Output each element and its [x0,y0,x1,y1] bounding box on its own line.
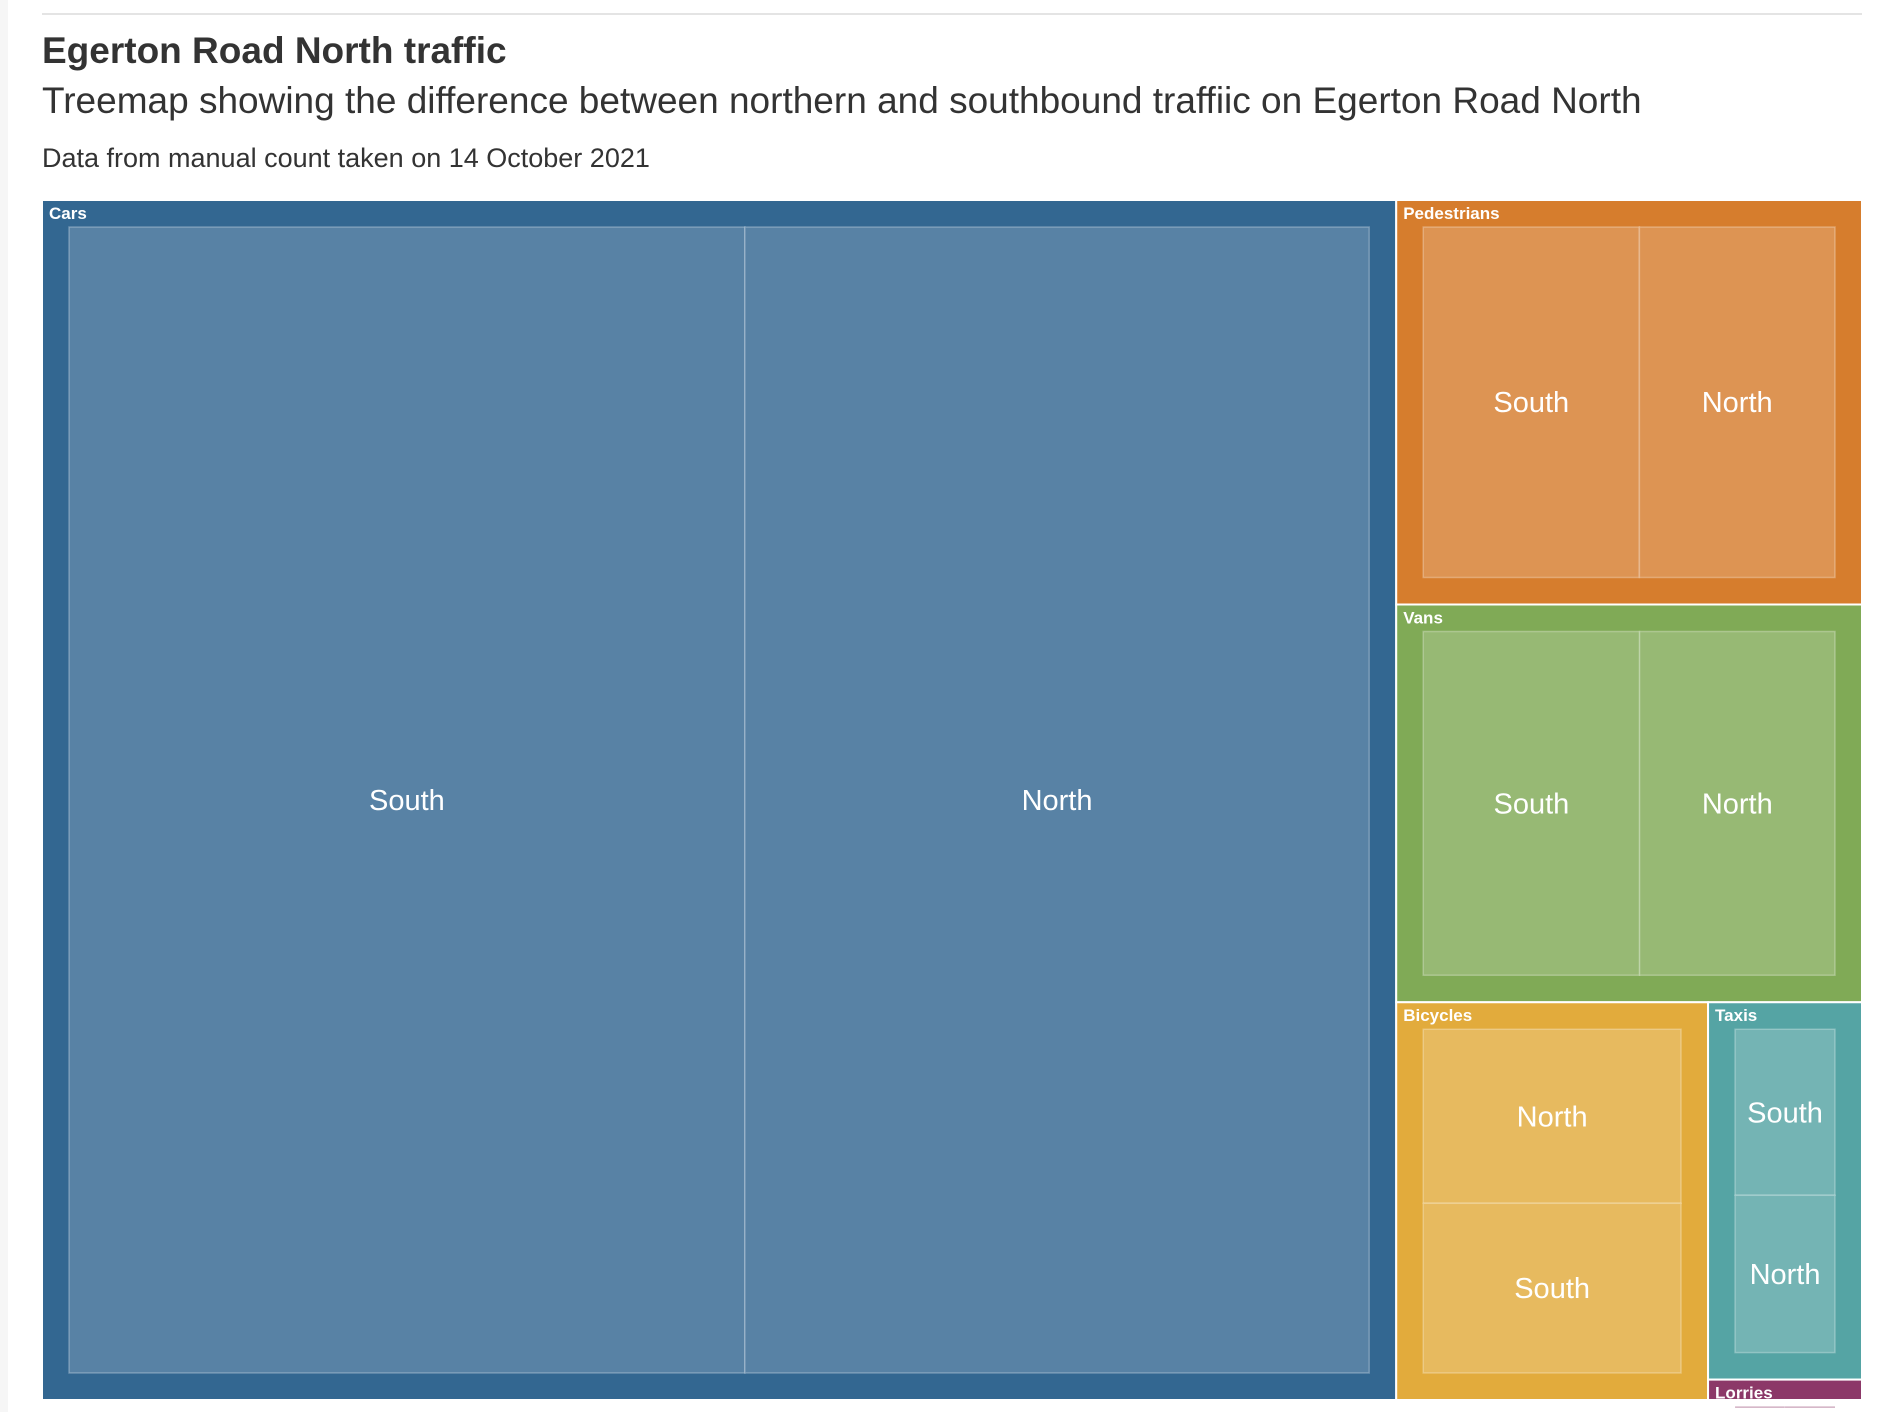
leaf-cars-south[interactable] [68,226,746,1374]
group-label-pedestrians: Pedestrians [1403,204,1499,223]
leaf-taxis-north[interactable] [1734,1194,1836,1354]
leaf-cars-north[interactable] [744,226,1370,1374]
group-label-lorries: Lorries [1715,1384,1773,1403]
leaf-label-bicycles-north: North [1517,1101,1588,1133]
leaf-label-vans-south: South [1493,788,1569,820]
leaf-label-taxis-south: South [1747,1097,1823,1129]
leaf-lorries-south[interactable] [1734,1405,1786,1409]
leaf-label-pedestrians-south: South [1493,387,1569,419]
leaf-label-cars-south: South [369,785,445,817]
group-label-cars: Cars [49,204,87,223]
chart-source-note: Data from manual count taken on 14 Octob… [42,143,650,173]
leaf-label-bicycles-south: South [1514,1273,1590,1305]
leaf-label-taxis-north: North [1750,1259,1821,1291]
top-divider [42,13,1862,15]
group-lorries[interactable] [1707,1378,1864,1401]
chart-title: Egerton Road North traffic [42,30,507,71]
leaf-pedestrians-north[interactable] [1638,226,1836,579]
left-edge-line [0,0,8,1412]
group-label-bicycles: Bicycles [1403,1006,1472,1025]
leaf-lorries-north[interactable] [1784,1405,1836,1409]
leaf-vans-south[interactable] [1422,630,1641,976]
leaf-bicycles-north[interactable] [1422,1028,1682,1205]
leaf-bicycles-south[interactable] [1422,1202,1682,1374]
leaf-pedestrians-south[interactable] [1422,226,1641,579]
chart-subtitle: Treemap showing the difference between n… [42,80,1642,121]
group-label-taxis: Taxis [1715,1006,1757,1025]
leaf-label-pedestrians-north: North [1702,387,1773,419]
leaf-vans-north[interactable] [1638,630,1836,976]
leaf-label-vans-north: North [1702,788,1773,820]
group-label-vans: Vans [1403,608,1443,627]
leaf-label-cars-north: North [1022,785,1093,817]
